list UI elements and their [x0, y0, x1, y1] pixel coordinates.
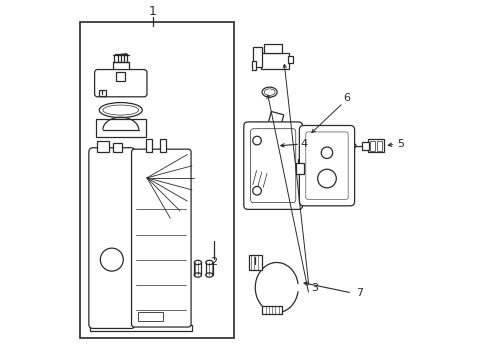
- Bar: [249, 255, 261, 270]
- Bar: [267, 112, 283, 129]
- Bar: [253, 47, 262, 67]
- Bar: [89, 325, 191, 330]
- Bar: [260, 53, 289, 69]
- Bar: [96, 119, 145, 137]
- Text: 7: 7: [355, 288, 362, 298]
- Bar: [251, 60, 255, 69]
- Bar: [287, 56, 292, 63]
- Bar: [99, 90, 105, 96]
- Circle shape: [252, 136, 261, 145]
- FancyBboxPatch shape: [305, 132, 347, 199]
- Ellipse shape: [205, 273, 212, 277]
- FancyBboxPatch shape: [89, 148, 135, 328]
- Bar: [97, 141, 109, 152]
- Bar: [361, 142, 368, 149]
- Bar: [262, 306, 282, 315]
- Text: 6: 6: [343, 93, 349, 103]
- FancyBboxPatch shape: [94, 69, 147, 97]
- Ellipse shape: [194, 260, 201, 265]
- Text: 1: 1: [149, 5, 157, 18]
- Text: 4: 4: [300, 139, 306, 149]
- FancyBboxPatch shape: [249, 122, 285, 177]
- FancyBboxPatch shape: [131, 149, 191, 327]
- Bar: [298, 159, 305, 174]
- Ellipse shape: [99, 103, 142, 118]
- Bar: [248, 170, 270, 190]
- Ellipse shape: [264, 89, 274, 95]
- Bar: [194, 262, 201, 275]
- Ellipse shape: [194, 273, 201, 277]
- Ellipse shape: [102, 105, 139, 115]
- Bar: [113, 143, 122, 152]
- Bar: [376, 141, 382, 151]
- Bar: [145, 139, 151, 152]
- Circle shape: [321, 147, 332, 158]
- Ellipse shape: [205, 260, 212, 265]
- Circle shape: [351, 144, 355, 148]
- Bar: [369, 141, 374, 151]
- Bar: [116, 72, 125, 81]
- Bar: [264, 44, 282, 53]
- Text: 3: 3: [310, 283, 317, 293]
- FancyBboxPatch shape: [299, 126, 354, 206]
- Circle shape: [317, 169, 336, 188]
- Bar: [160, 139, 165, 152]
- Bar: [295, 163, 304, 174]
- Text: 2: 2: [210, 257, 217, 267]
- Bar: [113, 62, 128, 76]
- FancyBboxPatch shape: [250, 129, 295, 203]
- FancyBboxPatch shape: [244, 122, 302, 210]
- Bar: [367, 139, 384, 152]
- Ellipse shape: [262, 87, 277, 97]
- Bar: [205, 262, 212, 275]
- Bar: [80, 22, 233, 338]
- Circle shape: [100, 248, 123, 271]
- Bar: [138, 312, 163, 320]
- Text: 5: 5: [396, 139, 403, 149]
- Circle shape: [252, 186, 261, 195]
